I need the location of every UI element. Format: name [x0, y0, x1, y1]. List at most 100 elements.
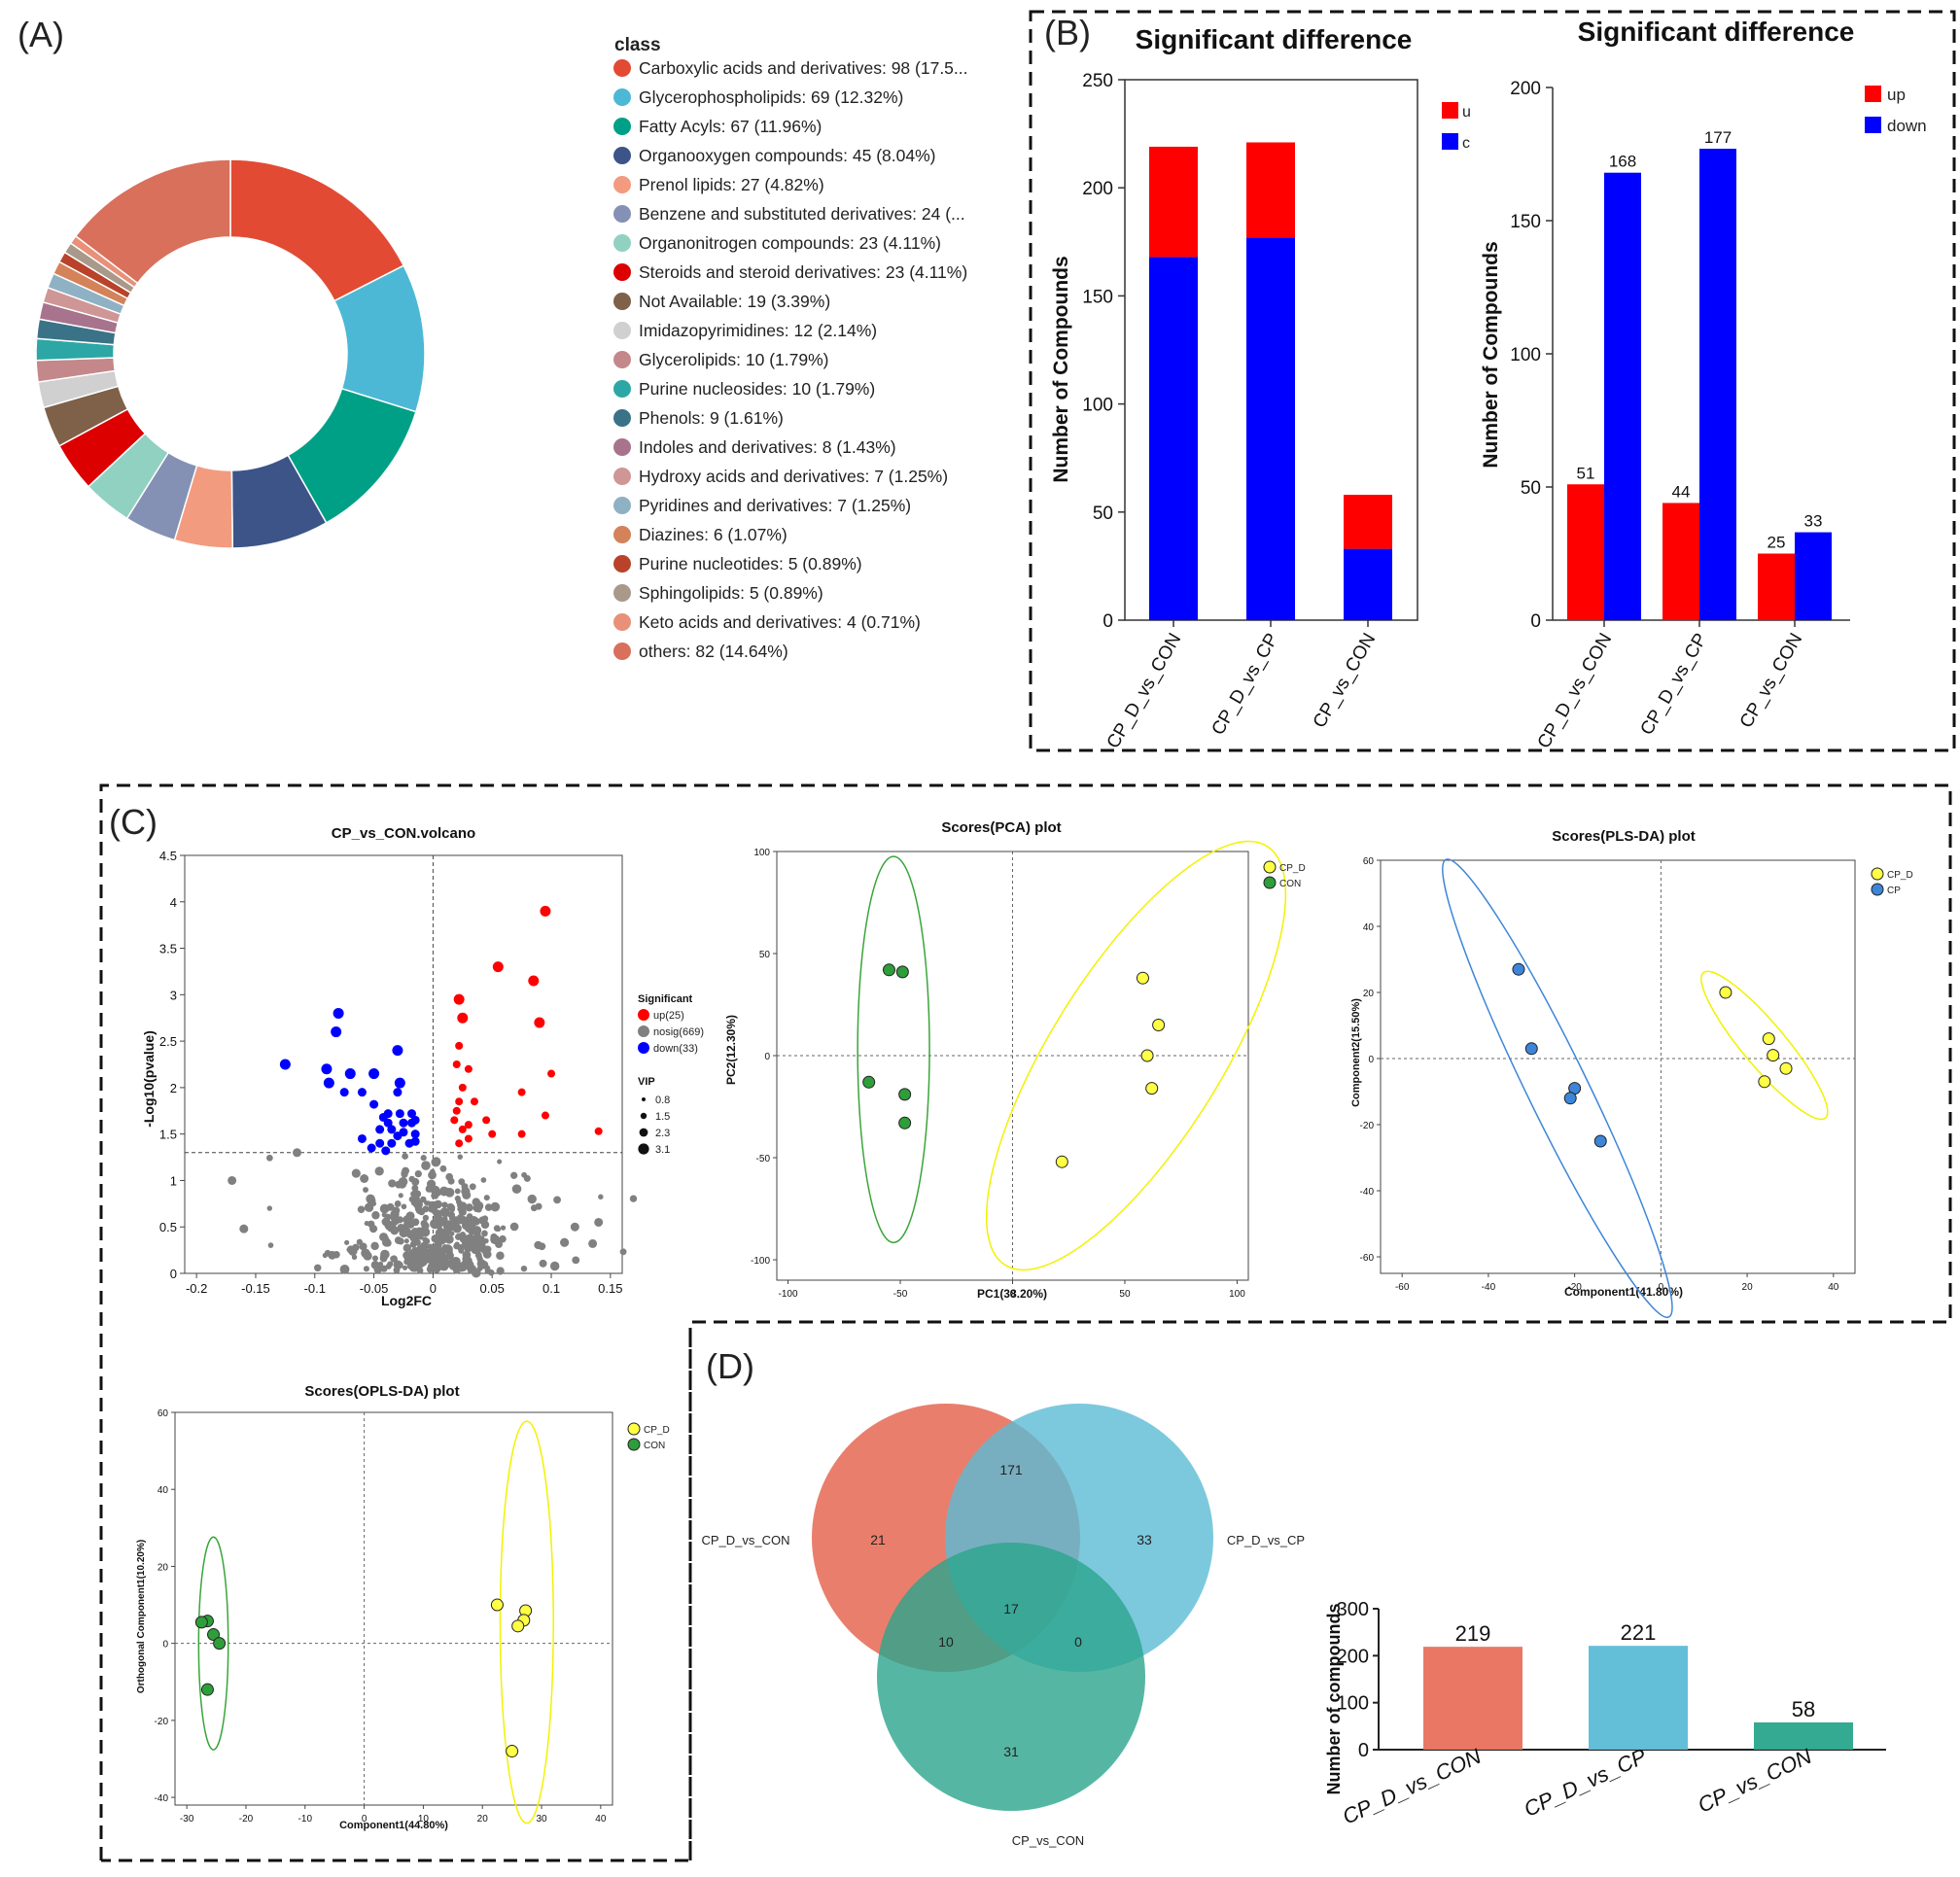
legend-label: CP_D: [644, 1425, 670, 1436]
y-tick-label: 1.5: [159, 1128, 177, 1142]
down-point: [394, 1077, 405, 1089]
x-tick-label: 0: [362, 1814, 368, 1825]
donut-legend-title: class: [614, 35, 661, 55]
nosig-point: [368, 1225, 378, 1234]
nosig-point: [420, 1155, 427, 1162]
down-point: [407, 1118, 417, 1128]
venn-region-count: 0: [1074, 1634, 1082, 1650]
nosig-point: [380, 1265, 388, 1272]
legend-label: c: [1462, 135, 1470, 152]
legend-title: Significant: [638, 993, 693, 1005]
x-tick-label: -20: [239, 1814, 254, 1825]
legend-swatch: [613, 205, 631, 223]
y-tick-label: 4: [170, 895, 177, 910]
bar-down: [1344, 548, 1392, 620]
pca-ylabel: PC2(12.30%): [724, 1015, 738, 1085]
nosig-point: [379, 1254, 388, 1263]
up-point: [541, 1111, 549, 1120]
oplsda-title: Scores(OPLS-DA) plot: [304, 1383, 459, 1400]
y-tick-label: -40: [155, 1793, 169, 1804]
x-tick-label: CP_D_vs_CON: [1534, 630, 1617, 752]
legend-label: 3.1: [655, 1144, 670, 1156]
score-point: [1136, 971, 1149, 985]
nosig-point: [500, 1225, 507, 1231]
x-tick-label: CP_vs_CON: [1310, 630, 1381, 732]
x-tick-label: CP_D_vs_CP: [1637, 630, 1712, 739]
up-point: [464, 1134, 472, 1143]
legend-label: Organonitrogen compounds: 23 (4.11%): [639, 233, 941, 253]
legend-swatch: [638, 1025, 649, 1037]
legend-swatch: [640, 1112, 648, 1120]
y-tick-label: 0: [1368, 1055, 1374, 1065]
nosig-point: [371, 1255, 379, 1262]
panel-d-venn-diagram: 21 33 31 171 10 0 17 CP_D_vs_CON CP_D_vs_CP CP_vs…: [701, 1404, 1305, 1848]
nosig-point: [479, 1261, 489, 1269]
nosig-point: [396, 1216, 404, 1224]
up-point: [455, 1097, 464, 1106]
nosig-point: [480, 1177, 487, 1183]
nosig-point: [394, 1200, 402, 1207]
nosig-point: [598, 1194, 604, 1199]
panel-c-volcano-plot: CP_vs_CON.volcano Log2FC -Log10(pvalue) …: [141, 825, 704, 1308]
nosig-point: [374, 1166, 384, 1176]
up-point: [528, 975, 540, 987]
nosig-point: [414, 1169, 422, 1178]
x-tick-label: 0: [1010, 1289, 1016, 1300]
x-tick-label: -0.15: [241, 1281, 270, 1296]
nosig-point: [431, 1221, 438, 1228]
legend-swatch: [613, 322, 631, 339]
panel-b-stacked-bar-chart: Significant difference Number of Compoun…: [1050, 24, 1471, 752]
bar-up: [1758, 553, 1795, 620]
nosig-point: [416, 1268, 422, 1273]
up-point: [464, 1064, 472, 1073]
bar-down: [1795, 532, 1832, 620]
up-point: [457, 1012, 469, 1024]
legend-label: nosig(669): [653, 1026, 704, 1038]
nosig-point: [520, 1265, 528, 1272]
nosig-point: [458, 1207, 467, 1217]
x-tick-label: 40: [1828, 1282, 1839, 1293]
down-point: [395, 1109, 404, 1119]
score-point: [862, 1075, 876, 1089]
legend-label: Sphingolipids: 5 (0.89%): [639, 583, 823, 603]
legend-swatch: [613, 263, 631, 281]
up-point: [517, 1130, 526, 1138]
legend-swatch: [613, 584, 631, 602]
data-label-up: 51: [1577, 464, 1595, 482]
score-point: [1719, 986, 1732, 999]
x-tick-label: 20: [1742, 1282, 1754, 1293]
score-point: [1779, 1061, 1793, 1075]
down-point: [407, 1109, 417, 1119]
nosig-point: [239, 1224, 249, 1234]
down-point: [367, 1143, 376, 1153]
y-tick-label: 50: [759, 950, 771, 960]
nosig-point: [457, 1154, 464, 1160]
confidence-ellipse: [1442, 858, 1673, 1318]
data-label: 58: [1792, 1697, 1815, 1721]
nosig-point: [418, 1234, 424, 1240]
score-point: [882, 963, 895, 977]
nosig-point: [419, 1227, 429, 1236]
legend-swatch: [1263, 860, 1277, 874]
x-tick-label: CP_vs_CON: [1736, 630, 1807, 732]
data-label-down: 33: [1804, 512, 1823, 531]
nosig-point: [553, 1196, 561, 1204]
down-point: [357, 1133, 367, 1143]
legend-label: Glycerophospholipids: 69 (12.32%): [639, 87, 903, 107]
down-point: [279, 1059, 291, 1070]
nosig-point: [493, 1225, 501, 1233]
nosig-point: [439, 1207, 449, 1217]
legend-swatch: [613, 555, 631, 573]
nosig-point: [411, 1184, 419, 1192]
legend-label: Pyridines and derivatives: 7 (1.25%): [639, 496, 911, 515]
nosig-point: [458, 1247, 465, 1254]
stacked-bar-title: Significant difference: [1136, 24, 1413, 54]
y-tick-label: 3: [170, 988, 177, 1002]
score-point: [506, 1745, 519, 1758]
bar: [1423, 1647, 1522, 1750]
score-point: [1140, 1049, 1154, 1062]
bar-up: [1344, 495, 1392, 549]
nosig-point: [384, 1213, 392, 1221]
legend-swatch: [613, 438, 631, 456]
up-point: [470, 1097, 478, 1106]
